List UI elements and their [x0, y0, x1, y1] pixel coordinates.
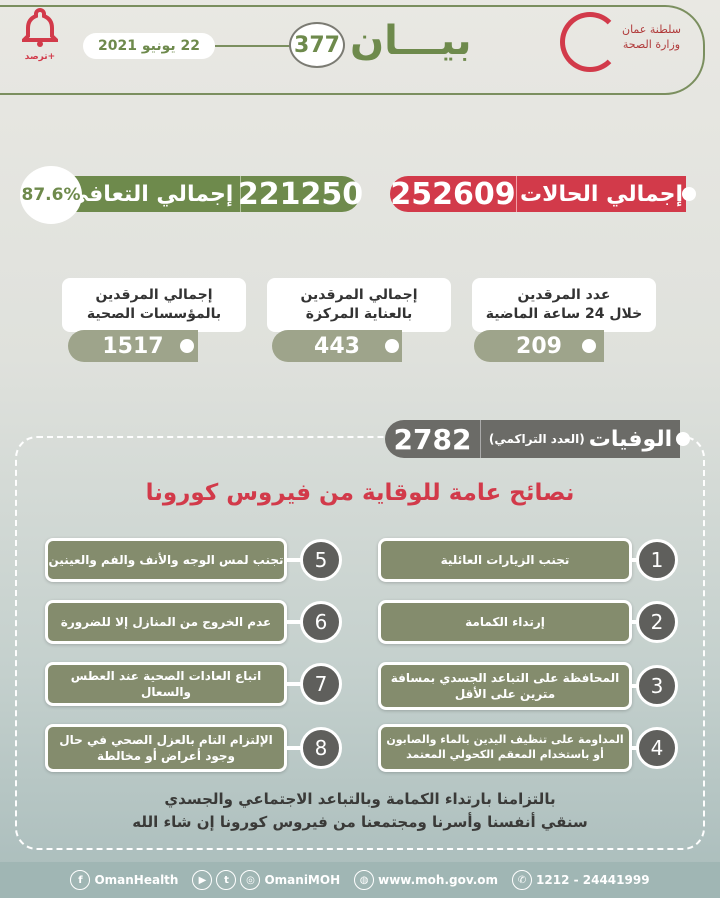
card-label: بالمؤسسات الصحية — [86, 306, 222, 322]
bullet-dot — [582, 339, 596, 353]
card-label: إجمالي المرقدين — [300, 287, 418, 304]
logo-line: سلطنة عمان — [622, 23, 681, 36]
total-recovery-label: إجمالي التعافي — [66, 181, 234, 207]
bullet-dot — [676, 432, 690, 446]
connector — [630, 746, 640, 750]
advice-item-8: الإلتزام التام بالعزل الصحي في حال وجود … — [45, 724, 287, 772]
connector — [285, 746, 303, 750]
advice-number-8: 8 — [300, 727, 342, 769]
phone-link[interactable]: ✆ 1212 - 24441999 — [512, 870, 650, 890]
youtube-icon: ▶ — [192, 870, 213, 890]
deaths-label: الوفيات — [588, 426, 673, 452]
deaths-sublabel: (العدد التراكمي) — [488, 432, 585, 446]
connector — [630, 558, 640, 562]
advice-item-7: اتباع العادات الصحية عند العطس والسعال — [45, 662, 287, 706]
closing-line-1: بالتزامنا بارتداء الكمامة وبالتباعد الاج… — [164, 790, 556, 808]
advice-number-6: 6 — [300, 601, 342, 643]
connector — [215, 45, 290, 47]
total-cases-bar: إجمالي الحالات 252609 — [390, 176, 686, 212]
closing-message: بالتزامنا بارتداء الكمامة وبالتباعد الاج… — [0, 788, 720, 835]
bullet-dot — [682, 187, 696, 201]
footer: f OmanHealth ▶ t ◎ OmaniMOH ◍ www.moh.gov.om … — [0, 862, 720, 898]
bullet-dot — [180, 339, 194, 353]
closing-line-2: سنقي أنفسنا وأسرنا ومجتمعنا من فيروس كور… — [132, 813, 588, 832]
instagram-icon: ◎ — [240, 870, 261, 890]
total-recovery-value: 221250 — [237, 176, 364, 212]
card-label: خلال 24 ساعة الماضية — [485, 306, 643, 322]
connector — [285, 620, 303, 624]
total-cases-label: إجمالي الحالات — [516, 176, 686, 212]
advice-title: نصائح عامة للوقاية من فيروس كورونا — [145, 480, 575, 506]
advice-number-1: 1 — [636, 539, 678, 581]
statement-number: 377 — [289, 22, 345, 68]
advice-item-6: عدم الخروج من المنازل إلا للضرورة — [45, 600, 287, 644]
advice-item-2: إرتداء الكمامة — [378, 600, 632, 644]
facebook-link[interactable]: f OmanHealth — [70, 870, 178, 890]
facebook-icon: f — [70, 870, 91, 890]
total-cases-value: 252609 — [390, 176, 516, 212]
facebook-handle: OmanHealth — [94, 873, 179, 887]
website-url: www.moh.gov.om — [378, 873, 499, 887]
ministry-logo-text: سلطنة عمان وزارة الصحة — [622, 22, 681, 53]
connector — [285, 558, 303, 562]
twitter-icon: t — [216, 870, 237, 890]
recovery-percent: 87.6% — [20, 166, 82, 224]
advice-item-3: المحافظة على التباعد الجسدي بمسافة مترين… — [378, 662, 632, 710]
admissions-card-24h: عدد المرقدين خلال 24 ساعة الماضية — [472, 278, 656, 332]
deaths-bar: الوفيات (العدد التراكمي) 2782 — [385, 420, 680, 458]
card-label: إجمالي المرقدين — [95, 287, 213, 304]
logo-line: وزارة الصحة — [622, 38, 681, 52]
social-links[interactable]: ▶ t ◎ OmaniMOH — [192, 870, 340, 890]
admissions-24h-value: 209 — [474, 330, 604, 362]
tarassud-label: ترصد+ — [24, 52, 56, 62]
crescent-logo-icon — [560, 12, 620, 72]
advice-number-7: 7 — [300, 663, 342, 705]
admissions-icu-value: 443 — [272, 330, 402, 362]
admissions-total-value: 1517 — [68, 330, 198, 362]
deaths-value: 2782 — [393, 422, 472, 456]
bell-icon — [19, 7, 61, 47]
card-label: بالعناية المركزة — [305, 306, 413, 322]
statement-title: بيـــان — [350, 18, 472, 64]
phone-icon: ✆ — [512, 870, 533, 890]
date-badge: 22 يونيو 2021 — [83, 33, 215, 59]
connector — [285, 682, 303, 686]
deaths-label-group: الوفيات (العدد التراكمي) — [480, 420, 680, 458]
advice-number-5: 5 — [300, 539, 342, 581]
social-handle: OmaniMOH — [264, 873, 341, 887]
card-label: عدد المرقدين — [517, 287, 611, 304]
total-recovery-bar: 221250 إجمالي التعافي — [60, 176, 364, 212]
advice-item-1: تجنب الزيارات العائلية — [378, 538, 632, 582]
header-frame — [0, 5, 705, 95]
globe-icon: ◍ — [354, 870, 375, 890]
advice-panel — [15, 436, 705, 850]
website-link[interactable]: ◍ www.moh.gov.om — [354, 870, 498, 890]
connector — [630, 684, 640, 688]
tarassud-logo: ترصد+ — [18, 7, 62, 62]
advice-number-2: 2 — [636, 601, 678, 643]
bullet-dot — [385, 339, 399, 353]
admissions-card-icu: إجمالي المرقدين بالعناية المركزة — [267, 278, 451, 332]
advice-number-3: 3 — [636, 665, 678, 707]
advice-number-4: 4 — [636, 727, 678, 769]
advice-item-4: المداومة على تنظيف اليدين بالماء والصابو… — [378, 724, 632, 772]
connector — [630, 620, 640, 624]
admissions-card-total: إجمالي المرقدين بالمؤسسات الصحية — [62, 278, 246, 332]
advice-item-5: تجنب لمس الوجه والأنف والفم والعينين — [45, 538, 287, 582]
phone-number: 1212 - 24441999 — [536, 873, 650, 887]
